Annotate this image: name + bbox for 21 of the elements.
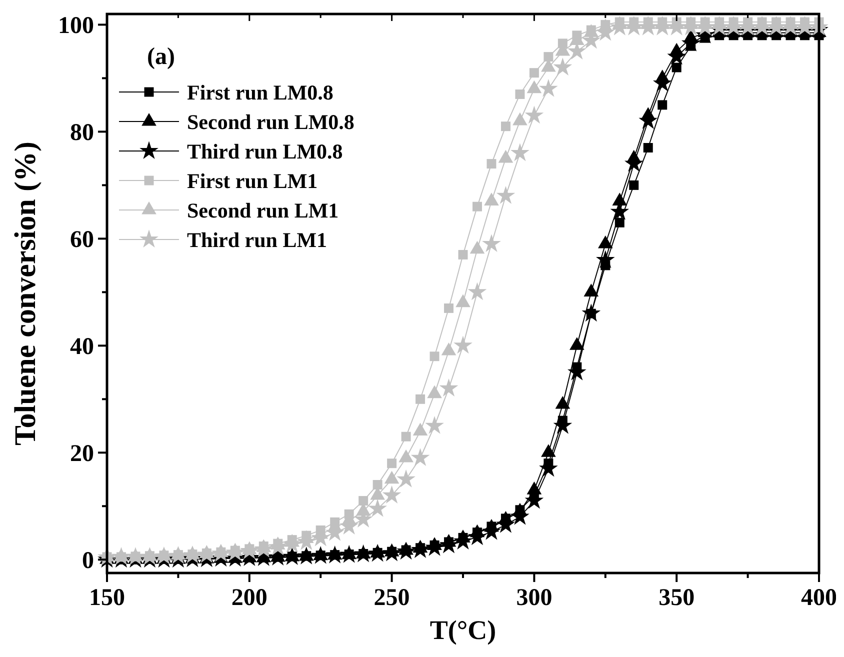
x-axis-title: T(°C) <box>430 615 496 645</box>
annotation: (a) <box>147 44 175 70</box>
legend-label: Second run LM1 <box>187 198 339 222</box>
y-tick-label: 100 <box>58 13 94 40</box>
x-tick-label: 250 <box>374 585 410 611</box>
y-tick-label: 60 <box>70 227 94 254</box>
legend-label: Second run LM0.8 <box>187 110 354 134</box>
legend-label: First run LM0.8 <box>187 80 334 104</box>
y-tick-label: 0 <box>82 548 94 574</box>
x-tick-label: 150 <box>89 585 125 611</box>
legend-label: First run LM1 <box>187 168 318 193</box>
y-tick-label: 80 <box>70 120 94 146</box>
x-tick-label: 400 <box>801 585 837 611</box>
legend-label: Third run LM1 <box>187 228 328 252</box>
x-tick-label: 200 <box>231 585 268 611</box>
x-tick-label: 350 <box>658 585 695 611</box>
y-axis-title: Toluene conversion (%) <box>9 142 42 446</box>
x-tick-label: 300 <box>516 585 552 611</box>
y-tick-label: 20 <box>70 441 94 468</box>
y-tick-label: 40 <box>70 334 94 360</box>
legend-label: Third run LM0.8 <box>187 139 343 164</box>
